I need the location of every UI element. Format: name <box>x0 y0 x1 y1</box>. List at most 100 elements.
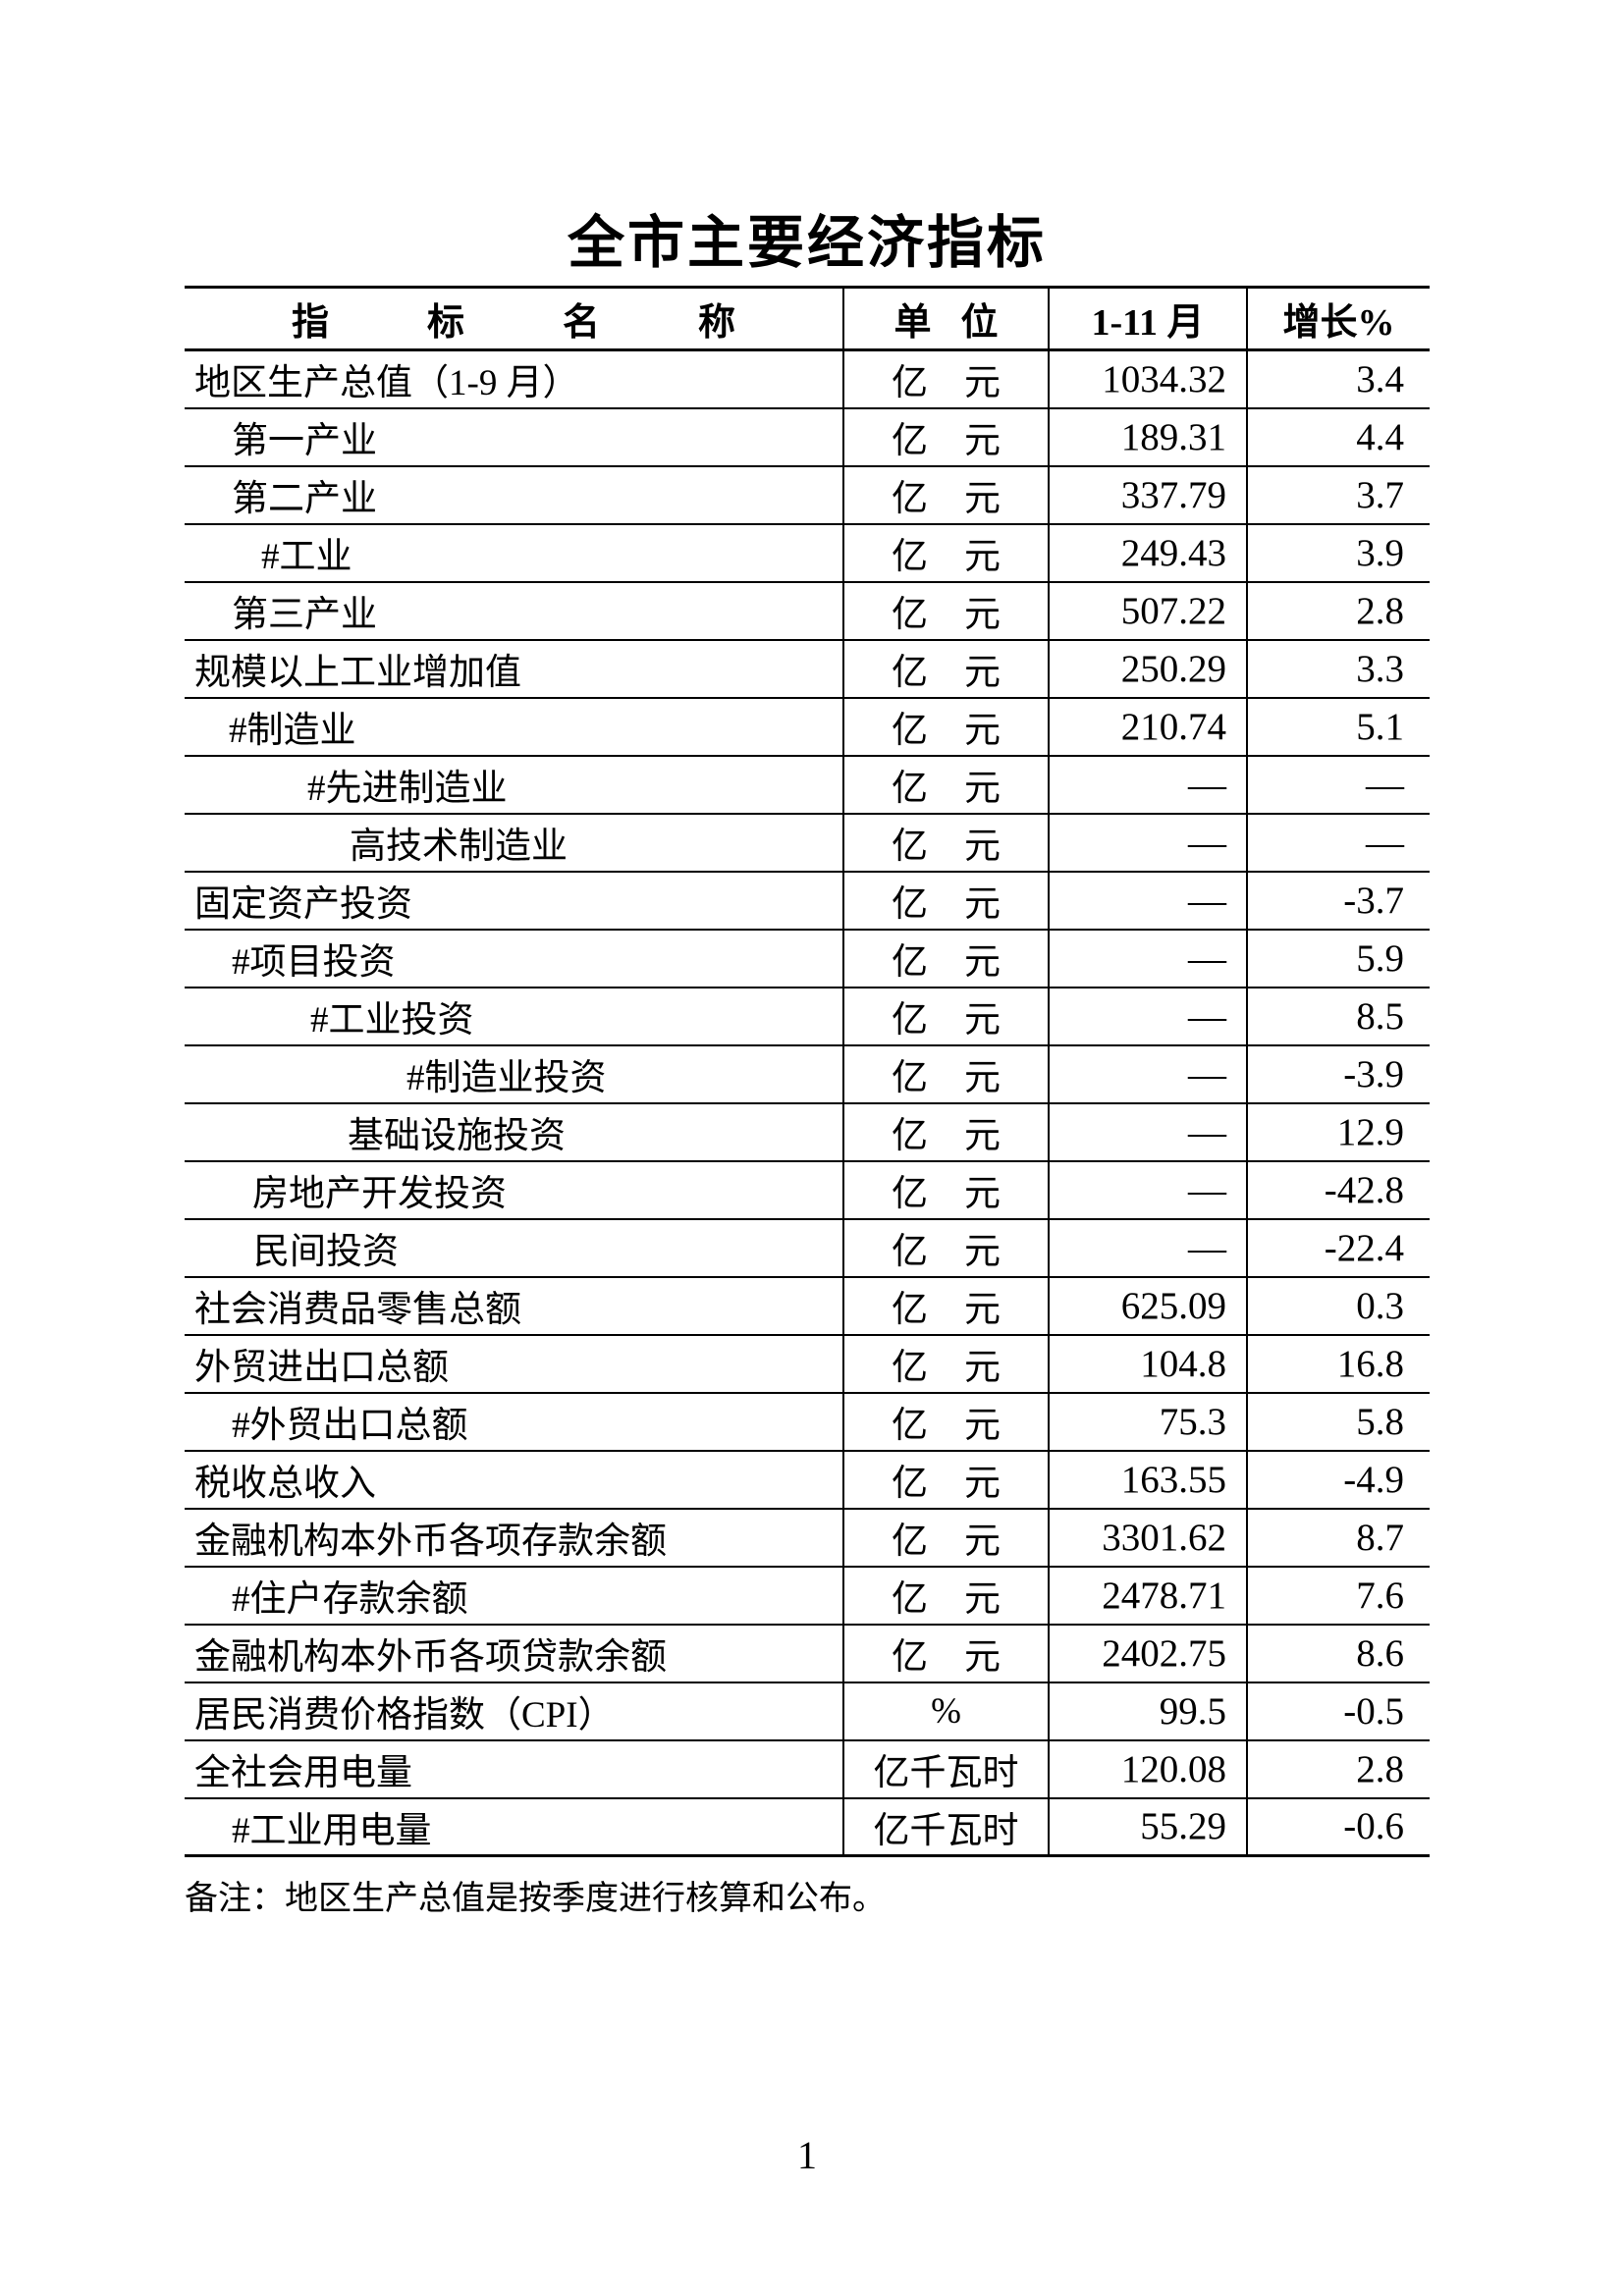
value-cell: 75.3 <box>1048 1392 1247 1451</box>
table-row: 全社会用电量 亿千瓦时 120.08 2.8 <box>185 1739 1430 1798</box>
indicator-name-cell: 居民消费价格指数（CPI） <box>194 1695 615 1735</box>
value-cell: 104.8 <box>1048 1334 1247 1393</box>
indicator-name-cell: 社会消费品零售总额 <box>194 1290 521 1330</box>
unit-cell: 亿 元 <box>842 871 1049 930</box>
growth-cell: -0.6 <box>1246 1797 1430 1856</box>
table-row: #住户存款余额 亿 元 2478.71 7.6 <box>185 1566 1430 1625</box>
indicator-name-cell: 固定资产投资 <box>194 884 412 925</box>
unit-cell: 亿 元 <box>842 929 1049 988</box>
indicator-name-cell: #先进制造业 <box>307 769 508 809</box>
growth-cell: 2.8 <box>1246 1739 1430 1798</box>
indicator-name-cell: #外贸出口总额 <box>232 1406 468 1446</box>
unit-cell: 亿 元 <box>842 639 1049 698</box>
indicator-name-cell: 房地产开发投资 <box>252 1174 507 1214</box>
footnote: 备注：地区生产总值是按季度进行核算和公布。 <box>185 1881 886 1917</box>
table-row: #工业投资 亿 元 —8.5 <box>185 987 1430 1045</box>
value-cell: 99.5 <box>1048 1682 1247 1740</box>
growth-cell: 5.9 <box>1246 929 1430 988</box>
indicator-name-cell: 规模以上工业增加值 <box>194 653 521 693</box>
growth-cell: 0.3 <box>1246 1276 1430 1335</box>
growth-cell: 3.4 <box>1246 349 1430 408</box>
value-cell: 625.09 <box>1048 1276 1247 1335</box>
unit-cell: 亿 元 <box>842 1624 1049 1682</box>
unit-cell: 亿 元 <box>842 1508 1049 1567</box>
indicator-name-cell: 金融机构本外币各项贷款余额 <box>194 1637 667 1678</box>
growth-cell: -4.9 <box>1246 1450 1430 1509</box>
table-body: 地区生产总值（1-9 月）亿 元 1034.32 3.4 第一产业亿 元 189.31 4… <box>185 349 1430 1856</box>
value-cell: 163.55 <box>1048 1450 1247 1509</box>
page-title: 全市主要经济指标 <box>567 211 1047 275</box>
value-cell: — <box>1048 871 1247 930</box>
table-row: 第一产业 亿 元 189.31 4.4 <box>185 407 1430 466</box>
value-cell: 250.29 <box>1048 639 1247 698</box>
growth-cell: — <box>1246 813 1430 872</box>
unit-cell: 亿 元 <box>842 1450 1049 1509</box>
indicator-name-cell: 基础设施投资 <box>348 1116 566 1156</box>
growth-cell: -3.9 <box>1246 1044 1430 1103</box>
table-row: #先进制造业亿 元 — — <box>185 755 1430 814</box>
table-row: 民间投资 亿 元 — -22.4 <box>185 1218 1430 1277</box>
table-row: 固定资产投资 亿 元 — -3.7 <box>185 871 1430 930</box>
growth-cell: 8.5 <box>1246 987 1430 1045</box>
unit-cell: 亿 元 <box>842 1392 1049 1451</box>
value-cell: — <box>1048 1160 1247 1219</box>
indicator-name-cell: #住户存款余额 <box>232 1579 468 1620</box>
unit-cell: 亿 元 <box>842 1218 1049 1277</box>
unit-cell: 亿 元 <box>842 523 1049 582</box>
table-row: 规模以上工业增加值 亿 元 250.29 3.3 <box>185 639 1430 698</box>
page-number: 1 <box>797 2133 817 2177</box>
growth-cell: 5.1 <box>1246 697 1430 756</box>
value-cell: 1034.32 <box>1048 349 1247 408</box>
value-cell: 3301.62 <box>1048 1508 1247 1567</box>
unit-cell: 亿 元 <box>842 581 1049 640</box>
value-cell: 120.08 <box>1048 1739 1247 1798</box>
table-row: 第二产业 亿 元 337.79 3.7 <box>185 465 1430 524</box>
value-cell: 189.31 <box>1048 407 1247 466</box>
table-row: 高技术制造业亿 元 — — <box>185 813 1430 872</box>
table-row: 居民消费价格指数（CPI）% 99.5 -0.5 <box>185 1682 1430 1740</box>
growth-cell: 12.9 <box>1246 1102 1430 1161</box>
indicator-name-cell: #制造业投资 <box>406 1058 607 1098</box>
indicator-name-cell: 高技术制造业 <box>350 827 568 867</box>
value-cell: — <box>1048 813 1247 872</box>
unit-cell: 亿 元 <box>842 1276 1049 1335</box>
unit-cell: 亿 元 <box>842 987 1049 1045</box>
table-row: 第三产业 亿 元 507.22 2.8 <box>185 581 1430 640</box>
indicator-name-cell: 金融机构本外币各项存款余额 <box>194 1522 667 1562</box>
unit-cell: 亿千瓦时 <box>842 1797 1049 1856</box>
growth-cell: 5.8 <box>1246 1392 1430 1451</box>
growth-cell: 4.4 <box>1246 407 1430 466</box>
table-row: 金融机构本外币各项贷款余额 亿 元 2402.75 8.6 <box>185 1624 1430 1682</box>
indicator-name-cell: 第三产业 <box>232 595 377 635</box>
table-row: #项目投资 亿 元 —5.9 <box>185 929 1430 988</box>
table-row: 房地产开发投资 亿 元 — -42.8 <box>185 1160 1430 1219</box>
table-row: 地区生产总值（1-9 月） 亿 元 1034.32 3.4 <box>185 349 1430 408</box>
table-row: 税收总收入 亿 元 163.55 -4.9 <box>185 1450 1430 1509</box>
value-cell: — <box>1048 1044 1247 1103</box>
unit-cell: 亿 元 <box>842 1160 1049 1219</box>
table-row: #工业用电量 亿千瓦时 55.29 -0.6 <box>185 1797 1430 1856</box>
growth-cell: 8.6 <box>1246 1624 1430 1682</box>
unit-cell: 亿千瓦时 <box>842 1739 1049 1798</box>
indicator-name-cell: #项目投资 <box>232 942 396 983</box>
growth-cell: 3.7 <box>1246 465 1430 524</box>
value-cell: — <box>1048 929 1247 988</box>
unit-cell: 亿 元 <box>842 1044 1049 1103</box>
value-cell: 210.74 <box>1048 697 1247 756</box>
table-row: 外贸进出口总额 亿 元 104.8 16.8 <box>185 1334 1430 1393</box>
value-cell: 507.22 <box>1048 581 1247 640</box>
unit-cell: % <box>842 1682 1049 1740</box>
table-row: #外贸出口总额 亿 元 75.3 5.8 <box>185 1392 1430 1451</box>
indicator-name-cell: 民间投资 <box>253 1232 399 1272</box>
value-cell: 249.43 <box>1048 523 1247 582</box>
col-header-period: 1-11 月 <box>1048 287 1247 350</box>
growth-cell: -3.7 <box>1246 871 1430 930</box>
growth-cell: 7.6 <box>1246 1566 1430 1625</box>
table-row: 基础设施投资 亿 元 —12.9 <box>185 1102 1430 1161</box>
table-row: #工业 亿 元 249.43 3.9 <box>185 523 1430 582</box>
unit-cell: 亿 元 <box>842 407 1049 466</box>
growth-cell: -0.5 <box>1246 1682 1430 1740</box>
value-cell: 337.79 <box>1048 465 1247 524</box>
indicator-name-cell: 外贸进出口总额 <box>194 1348 449 1388</box>
